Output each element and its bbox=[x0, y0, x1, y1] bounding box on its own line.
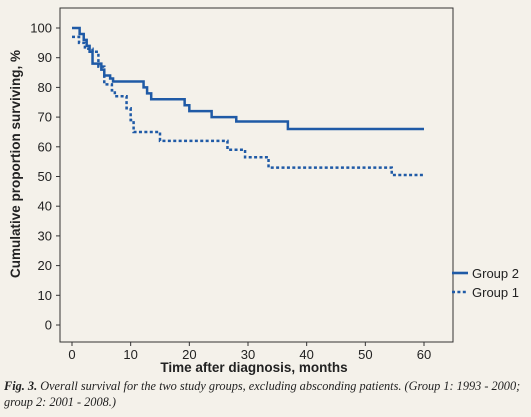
y-tick-label: 40 bbox=[38, 199, 52, 214]
y-tick-label: 80 bbox=[38, 80, 52, 95]
x-axis-title: Time after diagnosis, months bbox=[160, 360, 347, 375]
survival-chart: 0 10 20 30 40 50 60 70 80 90 100 0 10 20 30 40 50 60 Tim… bbox=[8, 7, 519, 375]
series-line-group-2 bbox=[72, 26, 424, 131]
caption-text: Overall survival for the two study group… bbox=[4, 379, 521, 409]
x-tick-label: 20 bbox=[182, 347, 196, 362]
y-tick-label: 50 bbox=[38, 169, 52, 184]
y-tick-label: 100 bbox=[30, 21, 52, 36]
y-tick-label: 60 bbox=[38, 139, 52, 154]
legend-label-group-1: Group 1 bbox=[472, 285, 519, 300]
x-axis-ticks: 0 10 20 30 40 50 60 bbox=[68, 342, 431, 362]
y-tick-label: 30 bbox=[38, 228, 52, 243]
y-tick-label: 10 bbox=[38, 288, 52, 303]
x-tick-label: 50 bbox=[358, 347, 372, 362]
y-tick-label: 90 bbox=[38, 50, 52, 65]
legend-label-group-2: Group 2 bbox=[472, 266, 519, 281]
y-axis-ticks: 0 10 20 30 40 50 60 70 80 90 100 bbox=[30, 21, 60, 333]
series-line-group-1 bbox=[72, 35, 424, 177]
plot-frame bbox=[59, 7, 454, 343]
series-layer bbox=[72, 26, 424, 177]
y-tick-label: 20 bbox=[38, 258, 52, 273]
caption-label: Fig. 3. bbox=[4, 379, 38, 393]
y-axis-title: Cumulative proportion surviving, % bbox=[8, 50, 23, 278]
x-tick-label: 0 bbox=[68, 347, 75, 362]
x-tick-label: 30 bbox=[241, 347, 255, 362]
y-tick-label: 0 bbox=[45, 318, 52, 333]
x-tick-label: 60 bbox=[417, 347, 431, 362]
x-tick-label: 10 bbox=[123, 347, 137, 362]
legend: Group 2 Group 1 bbox=[452, 266, 519, 300]
x-tick-label: 40 bbox=[299, 347, 313, 362]
figure-caption: Fig. 3. Overall survival for the two stu… bbox=[4, 378, 526, 410]
y-tick-label: 70 bbox=[38, 110, 52, 125]
